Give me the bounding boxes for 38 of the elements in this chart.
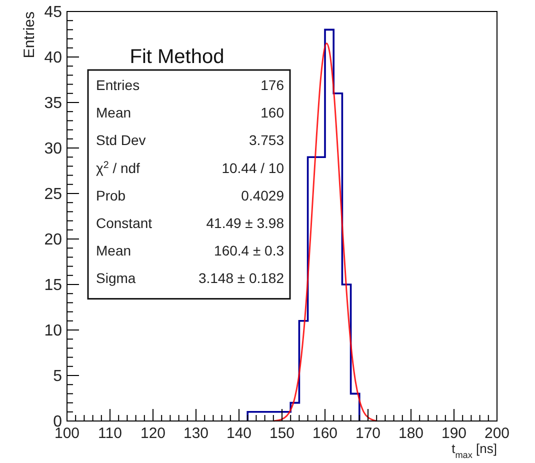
annotation: Prob — [96, 187, 126, 204]
annotation: 160 — [260, 104, 284, 121]
y-tick-label: 10 — [44, 322, 62, 340]
y-tick-label: 15 — [44, 277, 62, 294]
x-tick-label: 170 — [355, 425, 381, 442]
x-tick-label: 200 — [484, 425, 510, 442]
annotation: Sigma — [96, 270, 136, 286]
x-tick-label: 120 — [140, 425, 166, 442]
y-tick-label: 5 — [53, 368, 62, 385]
y-tick-label: 25 — [44, 186, 62, 203]
y-tick-label: 35 — [44, 95, 62, 112]
x-tick-label: 140 — [226, 425, 252, 442]
y-tick-label: 30 — [44, 140, 62, 158]
annotation: 176 — [260, 77, 284, 93]
annotation: Constant — [96, 215, 152, 231]
annotation: 3.148 ± 0.182 — [198, 270, 284, 286]
x-axis-title: t$_{max}$ [ns] — [452, 441, 497, 460]
annotation: 160.4 ± 0.3 — [214, 242, 284, 259]
annotation: 10.44 / 10 — [222, 160, 284, 176]
annotation: Std Dev — [96, 132, 146, 148]
annotation: 3.753 — [248, 132, 284, 148]
annotation: Mean — [96, 104, 132, 121]
y-tick-label: 20 — [44, 232, 62, 248]
x-tick-label: 190 — [441, 425, 467, 442]
annotation: Entries — [96, 77, 140, 93]
y-tick-label: 45 — [44, 4, 62, 21]
x-tick-label: 150 — [269, 425, 295, 442]
y-axis-title: Entries — [21, 12, 38, 58]
x-tick-label: 130 — [183, 425, 209, 442]
annotation: χ$^{2}$ / ndf — [96, 159, 140, 176]
annotation: 41.49 ± 3.98 — [206, 215, 284, 231]
x-tick-label: 160 — [312, 425, 338, 442]
x-tick-label: 110 — [98, 425, 122, 442]
text: Fit Method — [130, 46, 224, 68]
annotation: Mean — [96, 242, 132, 259]
y-tick-label: 40 — [44, 50, 62, 66]
annotation: 0.4029 — [241, 187, 284, 204]
x-tick-label: 180 — [398, 425, 424, 442]
